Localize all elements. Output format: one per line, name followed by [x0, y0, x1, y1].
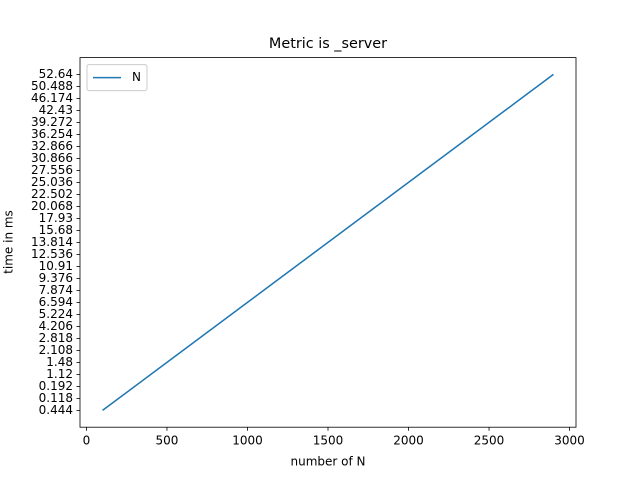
- y-tick-label: 12.536: [31, 247, 73, 261]
- y-tick-label: 42.43: [39, 103, 73, 117]
- y-tick-label: 17.93: [39, 211, 73, 225]
- x-tick-label: 3000: [554, 434, 585, 448]
- x-tick-label: 1500: [313, 434, 344, 448]
- y-tick-label: 0.192: [39, 379, 73, 393]
- x-axis-label: number of N: [290, 455, 365, 469]
- y-tick-label: 5.224: [39, 307, 73, 321]
- y-tick-label: 10.91: [39, 259, 73, 273]
- data-line: [102, 73, 554, 412]
- y-axis-label: time in ms: [2, 210, 16, 274]
- y-tick-label: 52.64: [39, 67, 73, 81]
- y-tick-label: 0.444: [39, 403, 73, 417]
- y-tick-label: 15.68: [39, 223, 73, 237]
- y-tick-label: 9.376: [39, 271, 73, 285]
- plot-frame: [79, 57, 577, 428]
- y-tick-label: 4.206: [39, 319, 73, 333]
- y-tick-label: 1.12: [46, 367, 73, 381]
- y-tick-label: 1.48: [46, 355, 73, 369]
- x-tick-label: 2500: [474, 434, 505, 448]
- y-tick-label: 13.814: [31, 235, 73, 249]
- y-tick-label: 7.874: [39, 283, 73, 297]
- y-tick-label: 39.272: [31, 115, 73, 129]
- y-tick-label: 30.866: [31, 151, 73, 165]
- y-tick-label: 36.254: [31, 127, 73, 141]
- chart-title: Metric is _server: [269, 36, 387, 52]
- y-tick-label: 22.502: [31, 187, 73, 201]
- x-tick-label: 2000: [393, 434, 424, 448]
- y-tick-label: 0.118: [39, 391, 73, 405]
- legend-label: N: [132, 70, 141, 84]
- y-tick-label: 20.068: [31, 199, 73, 213]
- y-tick-label: 2.818: [39, 331, 73, 345]
- y-tick-label: 32.866: [31, 139, 73, 153]
- x-tick-label: 0: [83, 434, 91, 448]
- y-tick-label: 46.174: [31, 91, 73, 105]
- x-tick-label: 1000: [232, 434, 263, 448]
- y-tick-label: 25.036: [31, 175, 73, 189]
- y-tick-label: 27.556: [31, 163, 73, 177]
- y-tick-label: 6.594: [39, 295, 73, 309]
- x-tick-label: 500: [156, 434, 179, 448]
- y-tick-label: 2.108: [39, 343, 73, 357]
- y-tick-label: 50.488: [31, 79, 73, 93]
